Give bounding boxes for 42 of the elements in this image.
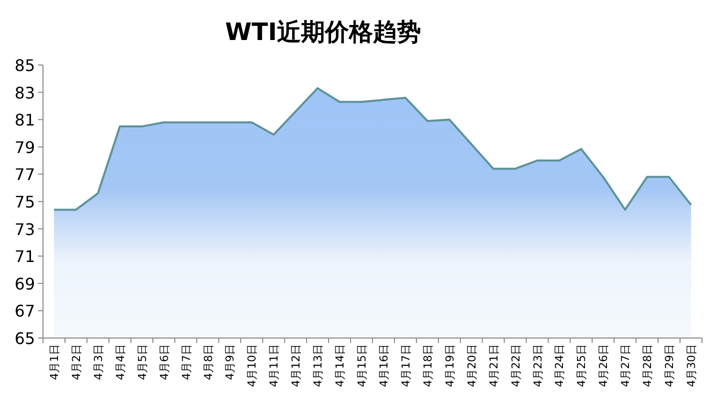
y-tick-label: 75 [14,192,35,212]
y-tick-label: 85 [14,56,35,75]
x-tick-label: 4月8日 [202,344,215,380]
y-tick-label: 65 [14,329,35,348]
x-tick-label: 4月22日 [509,344,522,387]
x-tick-label: 4月7日 [180,344,193,380]
x-tick-label: 4月16日 [377,344,390,387]
x-tick-label: 4月23日 [531,344,544,387]
x-tick-label: 4月20日 [465,344,478,387]
x-tick-label: 4月17日 [399,344,412,387]
x-tick-label: 4月10日 [246,344,259,387]
x-tick-label: 4月14日 [334,344,347,387]
y-tick-label: 73 [14,220,35,239]
x-tick-label: 4月21日 [487,344,500,387]
y-tick-label: 81 [14,110,35,130]
x-tick-label: 4月29日 [663,344,676,387]
y-tick-label: 79 [14,138,35,157]
y-tick-label: 69 [14,274,35,294]
x-tick-label: 4月4日 [114,344,127,380]
y-tick-label: 71 [14,247,35,266]
chart-title: WTI近期价格趋势 [225,18,421,46]
x-tick-label: 4月19日 [443,344,456,387]
x-tick-label: 4月11日 [268,344,281,387]
x-tick-label: 4月25日 [575,344,588,387]
x-tick-label: 4月18日 [421,344,434,387]
x-tick-label: 4月30日 [685,344,698,387]
x-tick-label: 4月27日 [619,344,632,387]
x-tick-label: 4月1日 [48,344,61,380]
x-tick-label: 4月12日 [290,344,303,387]
x-tick-label: 4月6日 [158,344,171,380]
x-tick-label: 4月5日 [136,344,149,380]
x-tick-label: 4月13日 [312,344,325,387]
x-tick-label: 4月2日 [70,344,83,380]
x-tick-label: 4月15日 [356,344,369,387]
y-tick-label: 77 [14,165,35,184]
x-tick-label: 4月24日 [553,344,566,387]
y-tick-label: 67 [14,302,35,321]
x-tick-label: 4月26日 [597,344,610,387]
x-tick-label: 4月3日 [92,344,105,380]
x-tick-label: 4月9日 [224,344,237,380]
y-tick-label: 83 [14,83,35,102]
x-tick-label: 4月28日 [641,344,654,387]
